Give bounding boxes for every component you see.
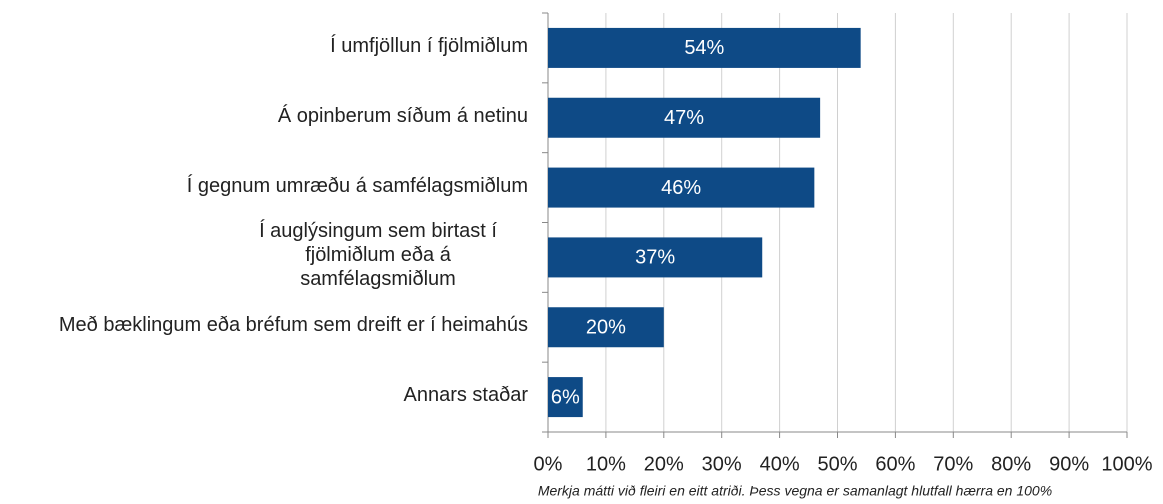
- bar: [548, 377, 583, 418]
- value-label: 37%: [635, 247, 675, 269]
- x-tick-label: 30%: [702, 453, 742, 475]
- value-label: 54%: [684, 37, 724, 59]
- x-tick-label: 90%: [1049, 453, 1089, 475]
- value-label: 6%: [551, 386, 580, 408]
- x-tick-label: 10%: [586, 453, 626, 475]
- x-tick-label: 60%: [875, 453, 915, 475]
- x-tick-label: 20%: [644, 453, 684, 475]
- x-tick-label: 40%: [760, 453, 800, 475]
- bar: [548, 97, 821, 138]
- value-label: 20%: [586, 317, 626, 339]
- footnote: Merkja mátti við fleiri en eitt atriði. …: [538, 483, 1052, 499]
- category-label: Annars staðar: [403, 384, 528, 407]
- value-label: 46%: [661, 177, 701, 199]
- category-label: Með bæklingum eða bréfum sem dreift er í…: [58, 314, 528, 337]
- bar: [548, 237, 763, 278]
- category-label: Á opinberum síðum á netinu: [277, 104, 528, 127]
- category-label: Í umfjöllun í fjölmiðlum: [330, 34, 528, 57]
- x-tick-label: 70%: [933, 453, 973, 475]
- bar: [548, 307, 664, 348]
- category-label: Í gegnum umræðu á samfélagsmiðlum: [186, 174, 528, 197]
- category-label: Í auglýsingum sem birtast í fjölmiðlum e…: [259, 220, 497, 291]
- x-tick-label: 80%: [991, 453, 1031, 475]
- bar: [548, 167, 815, 208]
- x-tick-label: 0%: [534, 453, 563, 475]
- x-tick-label: 50%: [817, 453, 857, 475]
- bar: [548, 27, 861, 68]
- value-label: 47%: [664, 107, 704, 129]
- x-tick-label: 100%: [1101, 453, 1152, 475]
